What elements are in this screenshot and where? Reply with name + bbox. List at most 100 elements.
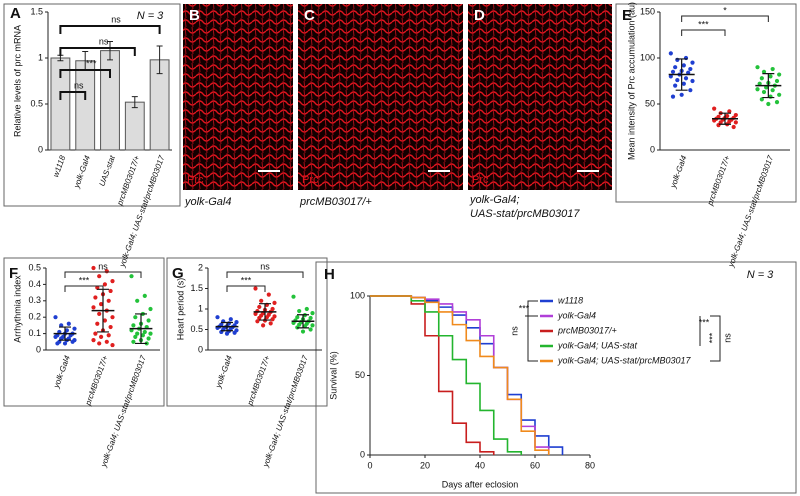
x-tick-label: w1118	[51, 154, 67, 179]
data-point	[140, 333, 145, 338]
data-point	[755, 65, 760, 70]
significance-label: ns	[722, 333, 732, 343]
significance-label: ns	[111, 14, 121, 24]
sd-bar	[719, 112, 731, 125]
significance-label: ns	[509, 326, 519, 336]
data-point	[131, 323, 136, 328]
data-point	[255, 319, 260, 324]
panel-label: B	[189, 7, 200, 24]
y-tick-label: 0.5	[28, 262, 41, 272]
data-point	[110, 342, 115, 348]
data-point	[104, 339, 109, 344]
data-point	[675, 77, 680, 83]
scale-bar	[258, 170, 280, 172]
data-point	[55, 341, 60, 346]
panel-label: C	[304, 7, 315, 24]
panel-f-frame	[3, 257, 165, 407]
significance-label: ***	[519, 303, 530, 313]
bar	[75, 60, 96, 151]
sd-bar	[675, 58, 688, 91]
y-tick-label: 0	[38, 144, 43, 154]
data-point	[727, 109, 732, 114]
y-axis-label: Relative levels of prc mRNA	[12, 25, 22, 137]
data-point	[683, 76, 689, 81]
data-point	[291, 294, 296, 299]
x-tick-label: 60	[530, 460, 540, 470]
data-point	[148, 306, 153, 312]
y-tick-label: 0.4	[28, 279, 41, 289]
data-point	[102, 282, 107, 287]
y-tick-label: 1.5	[30, 6, 43, 16]
y-tick-label: 1.5	[190, 283, 203, 293]
data-point	[688, 88, 693, 93]
y-tick-label: 100	[350, 290, 365, 300]
data-point	[97, 341, 102, 346]
data-point	[110, 315, 115, 320]
data-point	[690, 60, 695, 65]
error-bar	[107, 40, 113, 61]
x-tick-label: yolk-Gal4	[214, 354, 235, 390]
significance-label: ns	[260, 261, 270, 271]
data-point	[91, 265, 96, 271]
y-tick-label: 1	[38, 52, 43, 62]
significance-label: *	[723, 5, 727, 15]
significance-label: ns	[74, 80, 84, 90]
sd-bar	[259, 303, 271, 321]
data-point	[304, 306, 309, 312]
data-point	[224, 331, 230, 336]
sd-bar	[221, 321, 233, 332]
data-point	[690, 78, 695, 84]
significance-label: ***	[86, 58, 97, 68]
data-point	[93, 295, 98, 300]
data-point	[53, 315, 58, 320]
significance-bracket	[64, 271, 142, 278]
scale-bar	[577, 170, 599, 172]
image-caption: prcMB03017/+	[299, 196, 372, 208]
x-tick-label: yolk-Gal4; UAS-stat/prcMB03017	[99, 354, 148, 469]
y-tick-label: 2	[198, 262, 203, 272]
data-point	[670, 94, 676, 99]
data-point	[148, 331, 153, 336]
y-tick-label: 0	[36, 344, 41, 354]
data-point	[679, 92, 684, 97]
x-tick-label: prcMB03017/+	[83, 354, 110, 407]
stain-label: Prc	[472, 174, 489, 186]
data-point	[712, 118, 717, 123]
annotation: N = 3	[747, 269, 774, 281]
panel-label: F	[9, 265, 18, 282]
y-tick-label: 0.1	[28, 328, 41, 338]
stain-label: Prc	[187, 174, 204, 186]
data-point	[755, 87, 760, 92]
data-point	[768, 74, 773, 79]
data-point	[66, 321, 71, 326]
data-point	[72, 326, 77, 331]
data-point	[62, 341, 68, 346]
data-point	[731, 124, 736, 130]
significance-bracket	[59, 91, 87, 100]
data-point	[733, 120, 738, 125]
panel-label: E	[622, 7, 632, 24]
data-point	[764, 85, 769, 90]
significance-label: ***	[79, 275, 90, 285]
x-tick-label: yolk-Gal4; UAS-stat/prcMB03017	[726, 154, 775, 269]
data-point	[99, 334, 104, 339]
legend-label: prcMB03017/+	[557, 325, 617, 335]
data-point	[295, 315, 300, 320]
y-axis-label: Heart period (s)	[175, 278, 185, 341]
x-tick-label: UAS-stat	[97, 154, 117, 188]
x-tick-label: yolk-Gal4; UAS-stat/prcMB03017	[117, 154, 166, 269]
annotation: N = 3	[137, 10, 164, 22]
data-point	[712, 106, 717, 111]
data-point	[777, 92, 782, 97]
data-point	[759, 76, 764, 81]
data-point	[110, 279, 115, 284]
panel-label: A	[10, 5, 21, 22]
data-point	[774, 78, 780, 84]
y-tick-label: 0	[650, 144, 655, 154]
scale-bar	[428, 170, 450, 172]
x-axis-label: Days after eclosion	[442, 479, 519, 489]
bar	[124, 101, 145, 151]
sd-bar	[297, 314, 309, 329]
data-point	[129, 274, 134, 279]
significance-label: ***	[698, 19, 709, 29]
